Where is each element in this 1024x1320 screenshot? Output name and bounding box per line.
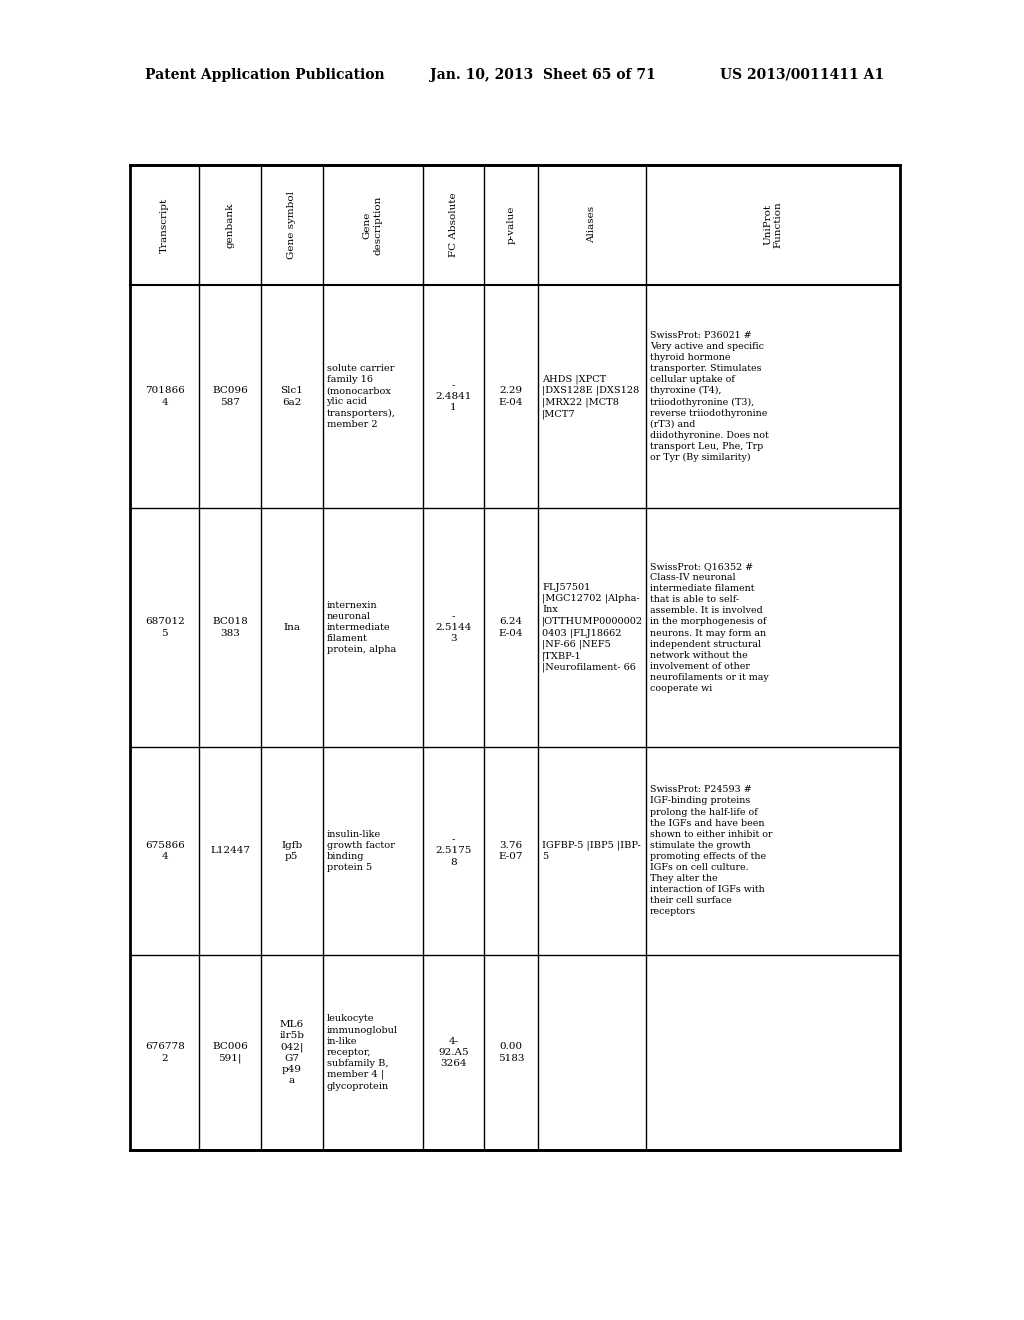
Text: Gene
description: Gene description — [362, 195, 382, 255]
Text: FC Absolute: FC Absolute — [449, 193, 458, 257]
Text: 0.00
5183: 0.00 5183 — [498, 1043, 524, 1063]
Text: 4-
92.A5
3264: 4- 92.A5 3264 — [438, 1038, 469, 1068]
Text: 687012
5: 687012 5 — [144, 618, 184, 638]
Text: -
2.5144
3: - 2.5144 3 — [435, 612, 472, 643]
Text: L12447: L12447 — [210, 846, 250, 855]
Text: Aliases: Aliases — [588, 206, 597, 243]
Text: ML6
ilr5b
042|
G7
p49
a: ML6 ilr5b 042| G7 p49 a — [280, 1020, 304, 1085]
Text: genbank: genbank — [225, 202, 234, 248]
Text: 675866
4: 675866 4 — [144, 841, 184, 861]
Text: BC006
591|: BC006 591| — [212, 1043, 248, 1063]
Text: p-value: p-value — [507, 206, 516, 244]
Text: Slc1
6a2: Slc1 6a2 — [281, 387, 303, 407]
Text: US 2013/0011411 A1: US 2013/0011411 A1 — [720, 69, 884, 82]
Bar — [130, 165, 900, 1150]
Text: UniProt
Function: UniProt Function — [763, 202, 782, 248]
Text: Igfb
p5: Igfb p5 — [281, 841, 302, 861]
Text: -
2.4841
1: - 2.4841 1 — [435, 381, 472, 412]
Text: 676778
2: 676778 2 — [144, 1043, 184, 1063]
Text: insulin-like
growth factor
binding
protein 5: insulin-like growth factor binding prote… — [327, 830, 394, 873]
Text: Ina: Ina — [284, 623, 300, 632]
Text: internexin
neuronal
intermediate
filament
protein, alpha: internexin neuronal intermediate filamen… — [327, 601, 395, 655]
Text: leukocyte
immunoglobul
in-like
receptor,
subfamily B,
member 4 |
glycoprotein: leukocyte immunoglobul in-like receptor,… — [327, 1015, 397, 1090]
Text: FLJ57501
|MGC12702 |Alpha-
Inx
|OTTHUMP0000002
0403 |FLJ18662
|NF-66 |NEF5
|TXBP: FLJ57501 |MGC12702 |Alpha- Inx |OTTHUMP0… — [542, 582, 643, 672]
Text: SwissProt: P24593 #
IGF-binding proteins
prolong the half-life of
the IGFs and h: SwissProt: P24593 # IGF-binding proteins… — [650, 785, 772, 916]
Text: IGFBP-5 |IBP5 |IBP-
5: IGFBP-5 |IBP5 |IBP- 5 — [542, 841, 641, 861]
Text: 6.24
E-04: 6.24 E-04 — [499, 618, 523, 638]
Text: 701866
4: 701866 4 — [144, 387, 184, 407]
Text: BC096
587: BC096 587 — [212, 387, 248, 407]
Text: 2.29
E-04: 2.29 E-04 — [499, 387, 523, 407]
Text: 3.76
E-07: 3.76 E-07 — [499, 841, 523, 861]
Text: Gene symbol: Gene symbol — [287, 191, 296, 259]
Text: Jan. 10, 2013  Sheet 65 of 71: Jan. 10, 2013 Sheet 65 of 71 — [430, 69, 655, 82]
Text: -
2.5175
8: - 2.5175 8 — [435, 836, 472, 866]
Text: Patent Application Publication: Patent Application Publication — [145, 69, 385, 82]
Text: Transcript: Transcript — [160, 197, 169, 252]
Text: SwissProt: P36021 #
Very active and specific
thyroid hormone
transporter. Stimul: SwissProt: P36021 # Very active and spec… — [650, 331, 769, 462]
Text: SwissProt: Q16352 #
Class-IV neuronal
intermediate filament
that is able to self: SwissProt: Q16352 # Class-IV neuronal in… — [650, 562, 769, 693]
Text: AHDS |XPCT
|DXS128E |DXS128
|MRX22 |MCT8
|MCT7: AHDS |XPCT |DXS128E |DXS128 |MRX22 |MCT8… — [542, 375, 639, 418]
Text: solute carrier
family 16
(monocarbox
ylic acid
transporters),
member 2: solute carrier family 16 (monocarbox yli… — [327, 364, 395, 429]
Text: BC018
383: BC018 383 — [212, 618, 248, 638]
